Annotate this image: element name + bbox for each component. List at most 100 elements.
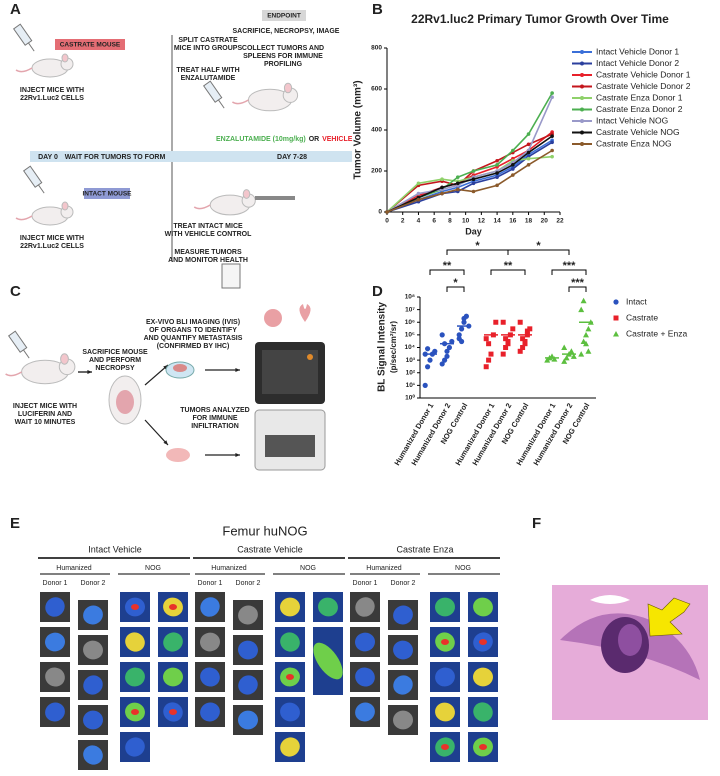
data-point xyxy=(495,163,499,167)
significance-label: * xyxy=(453,277,458,289)
bli-signal xyxy=(83,710,103,730)
significance-bracket xyxy=(551,269,587,275)
data-point xyxy=(522,341,528,347)
arrow-head xyxy=(87,370,92,374)
y-tick-label: 10⁷ xyxy=(405,306,415,313)
significance-label: * xyxy=(475,240,480,252)
group-label: Intact Vehicle xyxy=(88,544,142,554)
data-point xyxy=(613,331,619,337)
label: INJECT MICE WITH xyxy=(13,403,77,410)
bli-signal xyxy=(45,632,65,652)
data-point xyxy=(495,158,499,163)
data-point xyxy=(561,358,568,364)
legend-swatch xyxy=(580,73,584,77)
bli-signal xyxy=(280,737,300,757)
data-point xyxy=(416,197,421,202)
data-point xyxy=(511,148,515,153)
donor-label: Donor 1 xyxy=(353,580,378,587)
mouse-icon xyxy=(231,99,249,105)
bli-signal xyxy=(45,597,65,617)
data-point xyxy=(510,326,516,332)
label: AND PERFORM xyxy=(89,357,141,364)
legend-label: Castrate Vehicle NOG xyxy=(596,127,680,137)
data-point xyxy=(550,154,554,159)
data-point xyxy=(471,181,476,186)
bli-hotspot xyxy=(131,604,139,610)
bli-hotspot xyxy=(479,744,487,750)
label: MEASURE TUMORS xyxy=(174,249,242,256)
data-point xyxy=(483,364,489,370)
bli-signal xyxy=(238,675,258,695)
bli-hotspot xyxy=(441,639,449,645)
bli-signal xyxy=(280,632,300,652)
legend-label: Intact Vehicle NOG xyxy=(596,115,668,125)
group-label: Castrate Enza xyxy=(396,544,453,554)
subgroup-label: NOG xyxy=(455,565,471,572)
arrow-head xyxy=(235,453,240,457)
group-label: Castrate Vehicle xyxy=(237,544,303,554)
data-point xyxy=(422,382,428,388)
data-point xyxy=(444,353,450,359)
data-point xyxy=(455,181,460,186)
data-point xyxy=(461,315,467,322)
data-point xyxy=(483,336,489,342)
organ xyxy=(264,309,282,327)
y-tick-label: 10⁵ xyxy=(405,332,415,339)
bli-signal xyxy=(393,640,413,660)
x-axis-label: Day xyxy=(465,226,482,236)
mouse-icon xyxy=(61,201,69,211)
data-point xyxy=(440,185,444,190)
mouse-icon xyxy=(15,67,33,73)
tumor xyxy=(173,364,187,372)
panel-label: F xyxy=(532,515,541,532)
syringe-icon xyxy=(7,330,28,353)
label: WITH VEHICLE CONTROL xyxy=(165,231,252,238)
bli-signal xyxy=(125,632,145,652)
x-tick-label: 18 xyxy=(525,218,533,225)
significance-label: *** xyxy=(563,260,577,272)
legend-label: Intact Vehicle Donor 1 xyxy=(596,46,679,56)
data-point xyxy=(517,348,523,354)
bli-signal xyxy=(238,605,258,625)
x-tick-label: 14 xyxy=(493,218,501,225)
data-point xyxy=(503,336,509,342)
label: CASTRATE MOUSE xyxy=(60,42,121,49)
data-point xyxy=(471,169,476,173)
x-tick-label: 20 xyxy=(541,218,549,225)
bli-signal xyxy=(83,745,103,765)
data-point xyxy=(511,163,515,167)
data-point xyxy=(455,175,460,179)
mouse-icon xyxy=(283,82,293,94)
data-point xyxy=(520,345,526,350)
data-point xyxy=(439,361,445,367)
label: AND QUANTIFY METASTASIS xyxy=(144,335,243,342)
clipboard-icon xyxy=(221,263,241,289)
data-point xyxy=(416,191,421,196)
syringe-icon xyxy=(22,165,43,188)
data-point xyxy=(488,351,494,357)
data-point xyxy=(583,340,589,347)
panel-label: B xyxy=(372,1,383,18)
tag-box xyxy=(84,188,130,199)
bli-hotspot xyxy=(169,709,177,715)
bli-signal xyxy=(83,675,103,695)
y-tick-label: 10⁴ xyxy=(405,344,415,351)
data-point xyxy=(486,341,492,347)
syringe-icon xyxy=(12,23,33,46)
legend-label: Castrate Enza Donor 1 xyxy=(596,92,683,102)
legend-label: Castrate Enza NOG xyxy=(596,138,672,148)
syringe-icon xyxy=(218,99,225,109)
data-point xyxy=(416,181,421,186)
y-tick-label: 600 xyxy=(371,86,382,93)
label: ENZALUTAMIDE xyxy=(181,75,236,82)
label: DAY 0 xyxy=(38,154,58,161)
label: ENDPOINT xyxy=(267,13,301,20)
y-axis-label: Tumor Volume (mm³) xyxy=(353,80,364,179)
data-point xyxy=(505,341,511,347)
data-point xyxy=(503,345,509,350)
data-point xyxy=(500,351,506,357)
data-point xyxy=(526,142,531,147)
x-tick-label: 12 xyxy=(478,218,486,225)
subgroup-label: Humanized xyxy=(211,565,247,572)
data-point xyxy=(495,171,499,175)
